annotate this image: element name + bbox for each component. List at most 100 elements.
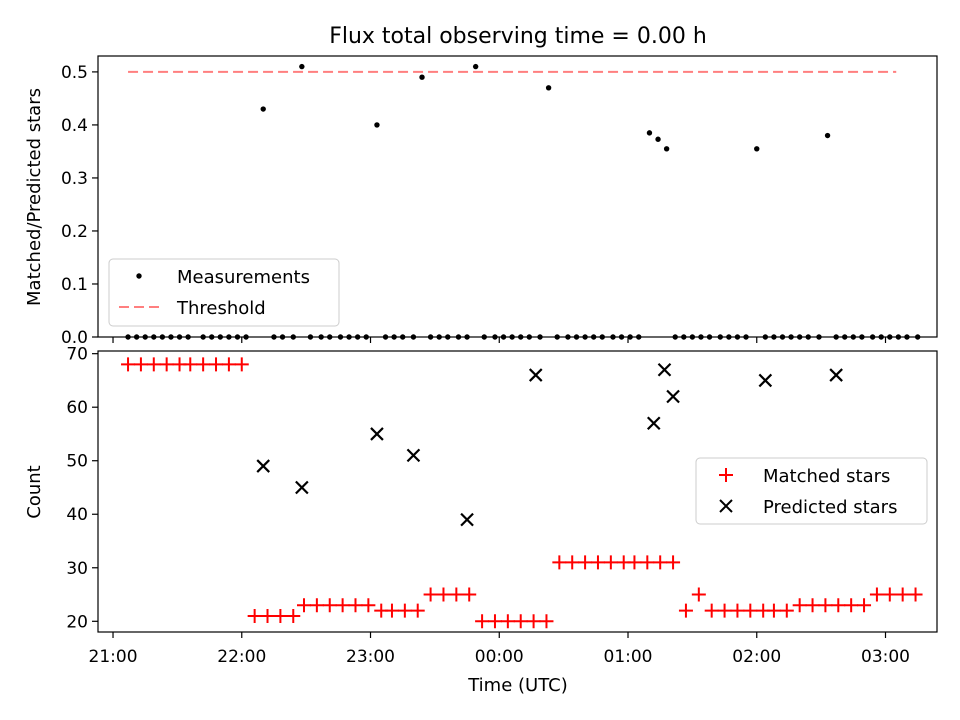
matched-stars-point: [423, 587, 438, 602]
bottom-y-axis-label: Count: [24, 465, 45, 518]
measurement-point: [754, 146, 760, 152]
bottom-y-tick-label: 20: [66, 612, 88, 632]
matched-stars-point: [908, 587, 923, 602]
matched-stars-point: [603, 555, 618, 570]
matched-stars-point: [335, 598, 350, 613]
predicted-stars-point: [370, 427, 384, 441]
measurement-point: [545, 85, 552, 91]
matched-stars-point: [565, 555, 580, 570]
bottom-y-tick-label: 30: [66, 559, 88, 579]
predicted-stars-point: [829, 368, 843, 382]
matched-stars-point: [882, 587, 897, 602]
matched-stars-point: [539, 614, 554, 629]
chart-title: Flux total observing time = 0.00 h: [329, 24, 707, 49]
matched-stars-point: [766, 603, 781, 618]
top-y-tick-label: 0.1: [61, 275, 88, 295]
measurement-point: [824, 132, 831, 139]
measurement-point: [646, 130, 653, 136]
top-legend: Measurements Threshold: [108, 258, 340, 327]
predicted-stars-point: [295, 480, 309, 495]
bottom-plot-frame: [97, 350, 938, 633]
predicted-stars-point: [256, 459, 271, 473]
measurement-point: [663, 146, 670, 152]
top-y-tick-label: 0.5: [61, 63, 88, 83]
top-y-tick-label: 0.2: [61, 222, 88, 242]
bottom-legend-box: [695, 457, 928, 525]
matched-stars-point: [309, 598, 324, 613]
matched-stars-point: [361, 598, 376, 613]
matched-stars-point: [779, 603, 794, 618]
matched-stars-point: [462, 587, 477, 602]
matched-stars-point: [691, 587, 706, 602]
top-panel: 0.0 0.1 0.2 0.3 0.4 0.5 Matched/Predicted sta…: [24, 55, 938, 348]
matched-stars-point: [678, 603, 693, 618]
matched-stars-point: [857, 598, 872, 613]
matched-stars-point: [410, 603, 425, 618]
bottom-y-tick-label: 70: [66, 345, 88, 365]
legend-marker-predicted-stars: [719, 499, 733, 513]
matched-stars-point: [487, 614, 502, 629]
x-axis-label: Time (UTC): [467, 675, 568, 696]
measurement-point: [374, 122, 380, 128]
matched-stars-point: [322, 598, 337, 613]
matched-stars-point: [640, 555, 655, 570]
measurement-point: [260, 106, 266, 112]
matched-stars-point: [818, 598, 833, 613]
matched-stars-point: [627, 555, 642, 570]
top-plot-frame: [97, 55, 938, 338]
matched-stars-point: [221, 357, 236, 372]
legend-marker-measurements: [136, 273, 142, 279]
predicted-stars-point: [646, 416, 661, 431]
top-legend-box: [108, 258, 340, 327]
matched-stars-point: [397, 603, 412, 618]
matched-stars-point: [869, 587, 884, 602]
matched-stars-point: [247, 608, 262, 623]
legend-label-predicted-stars: Predicted stars: [763, 497, 897, 518]
legend-label-matched-stars: Matched stars: [763, 466, 890, 487]
measurement-point: [299, 63, 305, 70]
predicted-stars-point: [657, 362, 672, 377]
matched-stars-point: [653, 555, 668, 570]
matched-stars-point: [717, 603, 732, 618]
bottom-x-tick-label: 00:00: [475, 647, 524, 667]
matched-stars-point: [475, 614, 490, 629]
matched-stars-point: [146, 357, 161, 372]
matched-stars-point: [286, 608, 301, 623]
bottom-x-tick-label: 23:00: [346, 647, 395, 667]
matched-stars-point: [831, 598, 846, 613]
matched-stars-point: [526, 614, 541, 629]
bottom-x-tick-label: 01:00: [604, 647, 653, 667]
matched-stars-point: [133, 357, 148, 372]
measurement-point: [472, 63, 479, 70]
matched-stars-point: [730, 603, 745, 618]
matched-stars-point: [273, 608, 288, 623]
predicted-stars-point: [528, 368, 543, 382]
matched-stars-point: [121, 357, 136, 372]
matched-stars-point: [209, 357, 224, 372]
matched-stars-point: [895, 587, 910, 602]
legend-marker-matched-stars: [719, 468, 733, 482]
matched-stars-point: [260, 608, 275, 623]
matched-stars-point: [296, 598, 311, 613]
matched-stars-point: [436, 587, 451, 602]
top-y-tick-label: 0.0: [61, 328, 88, 348]
matched-stars-point: [743, 603, 758, 618]
predicted-stars-point: [666, 389, 680, 404]
predicted-stars-point: [460, 512, 474, 527]
bottom-x-tick-label: 22:00: [217, 647, 266, 667]
top-y-tick-label: 0.3: [61, 169, 88, 189]
bottom-panel: 20 30 40 50 60 70 21:00 22:00 23:00 00:00 01:00 02…: [24, 345, 938, 696]
matched-stars-point: [704, 603, 719, 618]
matched-stars-point: [449, 587, 464, 602]
matched-stars-point: [513, 614, 528, 629]
measurement-point: [419, 74, 425, 80]
legend-label-measurements: Measurements: [177, 267, 310, 288]
matched-stars-point: [590, 555, 605, 570]
bottom-x-tick-label: 21:00: [89, 647, 138, 667]
bottom-y-tick-label: 50: [66, 452, 88, 472]
matched-stars-point: [234, 357, 249, 372]
matched-stars-point: [792, 598, 807, 613]
top-y-tick-label: 0.4: [61, 116, 88, 136]
top-y-axis-label: Matched/Predicted stars: [24, 88, 45, 306]
